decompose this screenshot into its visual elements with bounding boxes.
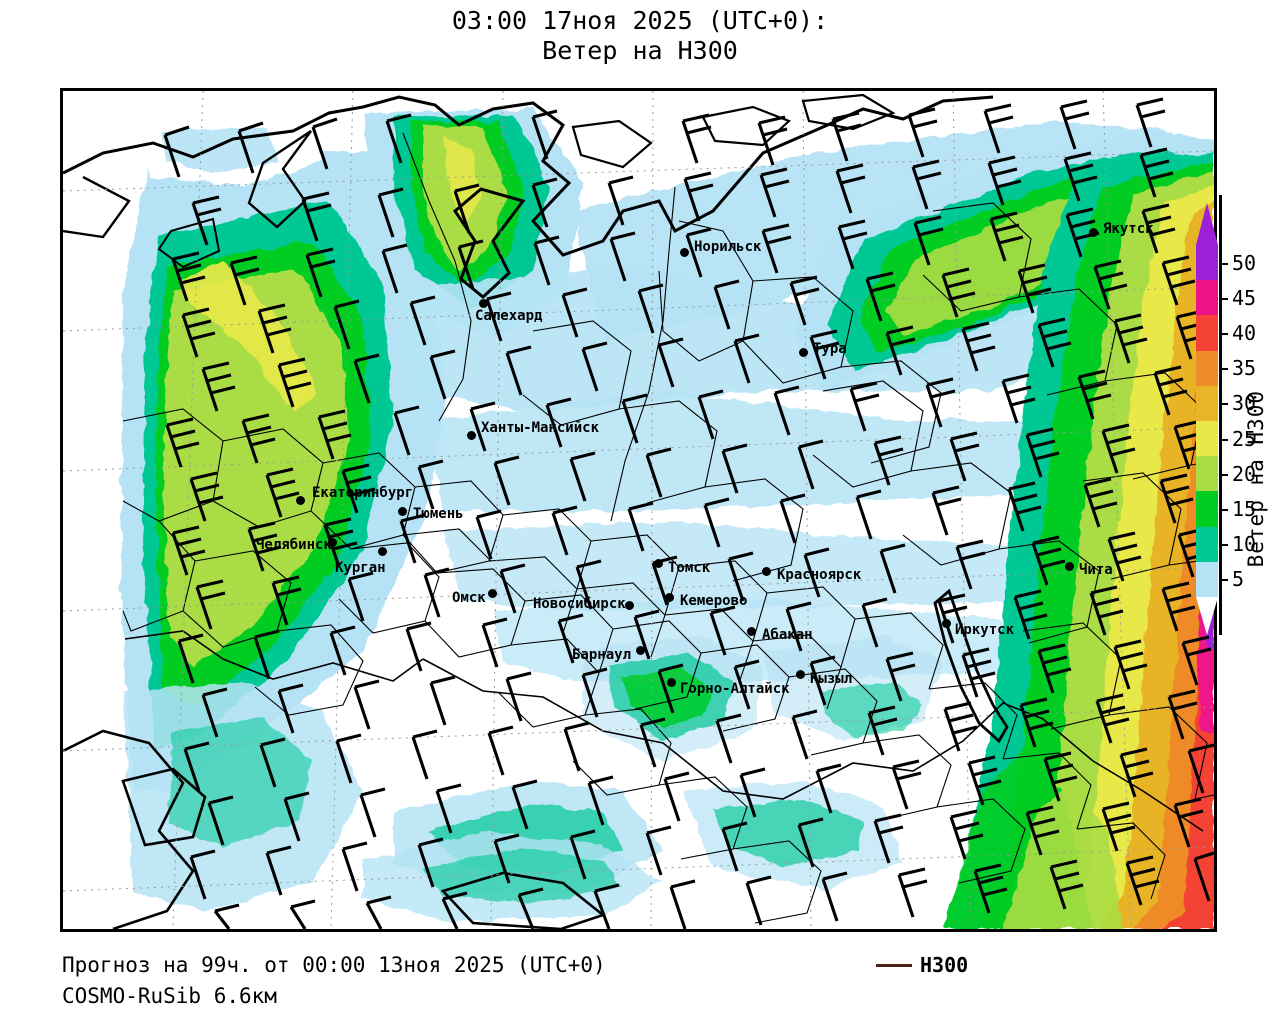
legend-h300-label: H300: [920, 953, 969, 977]
city-label: Норильск: [694, 239, 762, 255]
city-label: Салехард: [475, 308, 543, 324]
colorbar-tick-label: 45: [1232, 285, 1257, 310]
colorbar-gradient: [1196, 245, 1218, 597]
legend-line-icon: [876, 963, 912, 967]
city-marker: [654, 559, 663, 568]
colorbar-segment: [1196, 491, 1218, 527]
city-marker: [625, 601, 634, 610]
city-marker: [680, 248, 689, 257]
city-label: Тура: [813, 341, 847, 357]
colorbar-segment: [1196, 280, 1218, 316]
colorbar-tick-label: 25: [1232, 426, 1257, 451]
legend-h300: H300: [876, 953, 968, 977]
colorbar-tick: [1219, 438, 1228, 441]
city-label: Омск: [452, 590, 486, 606]
colorbar-tick-label: 15: [1232, 497, 1257, 521]
city-label: Челябинск: [256, 537, 332, 553]
forecast-info: Прогноз на 99ч. от 00:00 13ноя 2025 (UTC…: [62, 953, 606, 977]
colorbar-segment: [1196, 245, 1218, 281]
city-label: Томск: [668, 560, 711, 576]
city-label: Чита: [1079, 562, 1113, 578]
city-label: Иркутск: [955, 622, 1015, 638]
city-marker: [1065, 562, 1074, 571]
city-marker: [467, 431, 476, 440]
colorbar-tick: [1219, 544, 1228, 547]
colorbar-underflow-bottom: [1196, 597, 1218, 635]
colorbar-tick: [1219, 297, 1228, 300]
colorbar-tick: [1219, 473, 1228, 476]
city-marker: [1089, 228, 1098, 237]
model-info: COSMO-RuSib 6.6км: [62, 984, 277, 1008]
colorbar-tick: [1219, 333, 1228, 335]
city-label: Горно-Алтайск: [680, 681, 790, 697]
colorbar-tick-label: 30: [1232, 391, 1257, 416]
footer: Прогноз на 99ч. от 00:00 13ноя 2025 (UTC…: [62, 950, 1262, 1012]
city-marker: [799, 348, 808, 357]
title-datetime: 03:00 17ноя 2025 (UTC+0):: [451, 6, 829, 35]
city-label: Кызыл: [810, 671, 853, 687]
page-title: 03:00 17ноя 2025 (UTC+0): Ветер на H300: [0, 6, 1280, 66]
colorbar-tick-label: 40: [1232, 321, 1257, 345]
colorbar-tick-label: 10: [1232, 532, 1257, 557]
colorbar-axis: [1219, 195, 1222, 635]
colorbar-tick-label: 50: [1232, 250, 1257, 275]
city-marker: [328, 538, 337, 547]
colorbar-tick: [1219, 262, 1228, 265]
colorbar-tick-label: 20: [1232, 461, 1257, 486]
city-marker: [296, 496, 305, 505]
colorbar-segment: [1196, 385, 1218, 421]
colorbar-title: Ветер на H300: [1244, 390, 1268, 568]
city-label: Барнаул: [572, 647, 632, 663]
city-marker: [636, 646, 645, 655]
city-marker: [942, 619, 951, 628]
city-label: Абакан: [762, 627, 813, 643]
colorbar-tick: [1219, 509, 1228, 511]
city-label: Красноярск: [777, 567, 862, 583]
colorbar-segment: [1196, 315, 1218, 351]
city-label: Якутск: [1103, 221, 1154, 237]
colorbar-tick: [1219, 579, 1228, 582]
city-marker: [488, 589, 497, 598]
city-label: Ханты-Мансийск: [481, 420, 600, 436]
city-marker: [665, 593, 674, 602]
city-marker: [667, 678, 676, 687]
colorbar-tick: [1219, 368, 1228, 371]
city-label: Новосибирск: [533, 596, 626, 612]
colorbar-segment: [1196, 561, 1218, 597]
weather-map[interactable]: Норильск Салехард Тура Якутск Ханты-Мансийск…: [60, 88, 1217, 932]
city-label: Кемерово: [680, 593, 748, 609]
city-label: Екатеринбург: [312, 485, 414, 501]
colorbar-segment: [1196, 421, 1218, 457]
city-marker: [747, 627, 756, 636]
colorbar-tick-label: 5: [1232, 567, 1245, 592]
colorbar-segment: [1196, 350, 1218, 386]
city-marker: [762, 567, 771, 576]
colorbar-tick-label: 35: [1232, 356, 1257, 381]
colorbar-tick: [1219, 403, 1228, 406]
city-marker: [796, 670, 805, 679]
city-label: Курган: [335, 560, 386, 576]
wind-speed-contours: [121, 109, 1214, 929]
graticule: [63, 91, 1214, 929]
city-label: Тюмень: [413, 506, 464, 522]
colorbar-segment: [1196, 526, 1218, 562]
city-marker: [398, 507, 407, 516]
city-marker: [479, 299, 488, 308]
colorbar[interactable]: 5 10 15 20 25 30 35 40 45 50: [1186, 195, 1256, 635]
colorbar-segment: [1196, 456, 1218, 492]
coastlines: [63, 93, 1214, 929]
map-canvas: [63, 91, 1214, 929]
colorbar-overflow-top: [1196, 203, 1218, 245]
city-marker: [378, 547, 387, 556]
title-parameter: Ветер на H300: [542, 36, 738, 65]
